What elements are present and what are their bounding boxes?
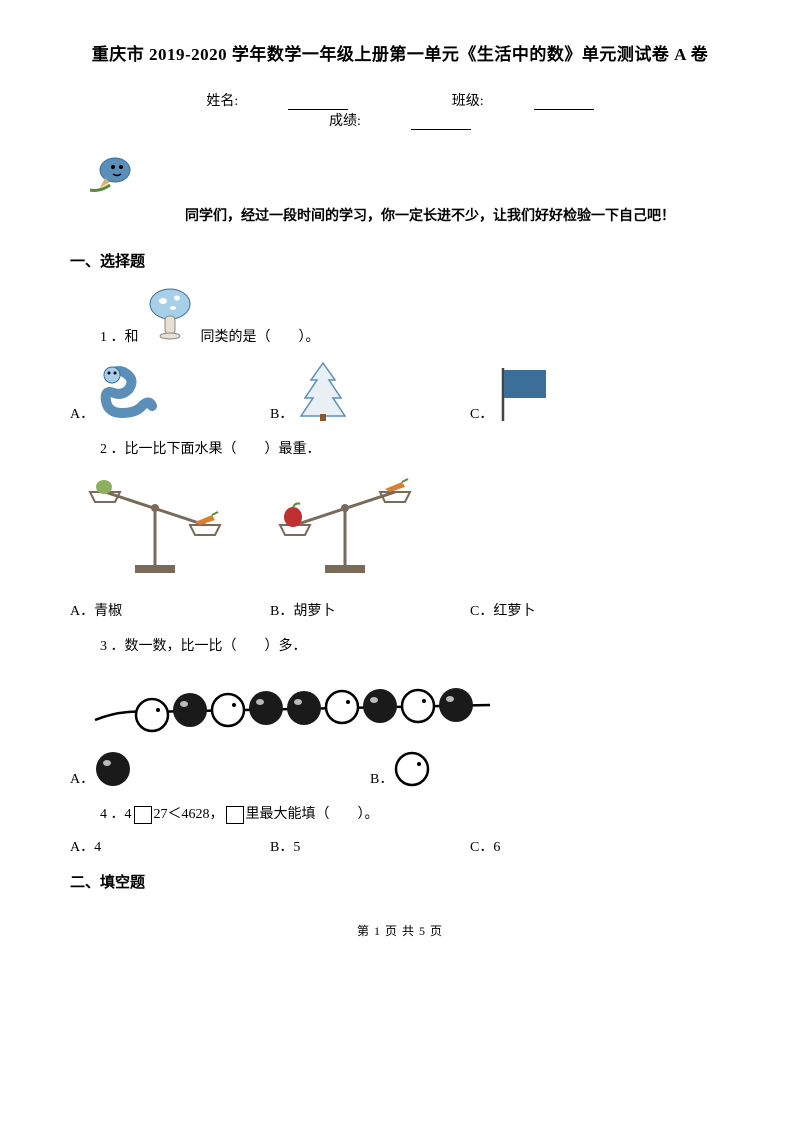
mushroom-icon <box>145 286 195 346</box>
info-line: 姓名: 班级: 成绩: <box>70 90 730 130</box>
q3-option-a: A． <box>70 750 370 788</box>
q1-options: A． B． C． <box>70 358 730 423</box>
q3-option-b: B． <box>370 750 431 788</box>
q1-suffix: 同类的是（ ）。 <box>201 326 320 346</box>
q1-option-a: A． <box>70 361 270 423</box>
snake-icon <box>94 361 159 423</box>
section-1-heading: 一、选择题 <box>70 250 730 271</box>
white-bead-icon <box>393 750 431 788</box>
page-footer: 第 1 页 共 5 页 <box>70 922 730 939</box>
question-3: 3 ．数一数，比一比（ ）多． <box>100 635 730 655</box>
black-bead-icon <box>94 750 132 788</box>
q4-option-c: C．6 <box>470 836 670 856</box>
page-title: 重庆市 2019-2020 学年数学一年级上册第一单元《生活中的数》单元测试卷 … <box>70 40 730 65</box>
q2-options: A．青椒 B．胡萝卜 C．红萝卜 <box>70 600 730 620</box>
box-icon <box>134 806 152 824</box>
tree-icon <box>293 358 353 423</box>
q2-option-b: B．胡萝卜 <box>270 600 470 620</box>
box-icon <box>226 806 244 824</box>
q4-option-a: A．4 <box>70 836 270 856</box>
question-2: 2 ．比一比下面水果（ ）最重． <box>100 438 730 458</box>
question-4: 4 ．427＜4628，里最大能填（ ）。 <box>100 803 730 824</box>
q1-prefix: 1 ．和 <box>100 326 139 346</box>
pencil-icon <box>85 150 730 195</box>
class-field: 班级: <box>427 90 619 110</box>
balance-scales-icon <box>70 470 730 590</box>
q1-option-b: B． <box>270 358 470 423</box>
score-field: 成绩: <box>304 110 496 130</box>
flag-icon <box>493 363 553 423</box>
name-field: 姓名: <box>181 90 373 110</box>
q1-option-c: C． <box>470 363 670 423</box>
q4-option-b: B．5 <box>270 836 470 856</box>
question-1: 1 ．和 同类的是（ ）。 <box>100 286 730 346</box>
intro-text: 同学们，经过一段时间的学习，你一定长进不少，让我们好好检验一下自己吧！ <box>130 205 730 225</box>
q2-option-c: C．红萝卜 <box>470 600 670 620</box>
q4-options: A．4 B．5 C．6 <box>70 836 730 856</box>
beads-icon <box>90 670 730 740</box>
section-2-heading: 二、填空题 <box>70 871 730 892</box>
q3-options: A． B． <box>70 750 730 788</box>
q2-option-a: A．青椒 <box>70 600 270 620</box>
